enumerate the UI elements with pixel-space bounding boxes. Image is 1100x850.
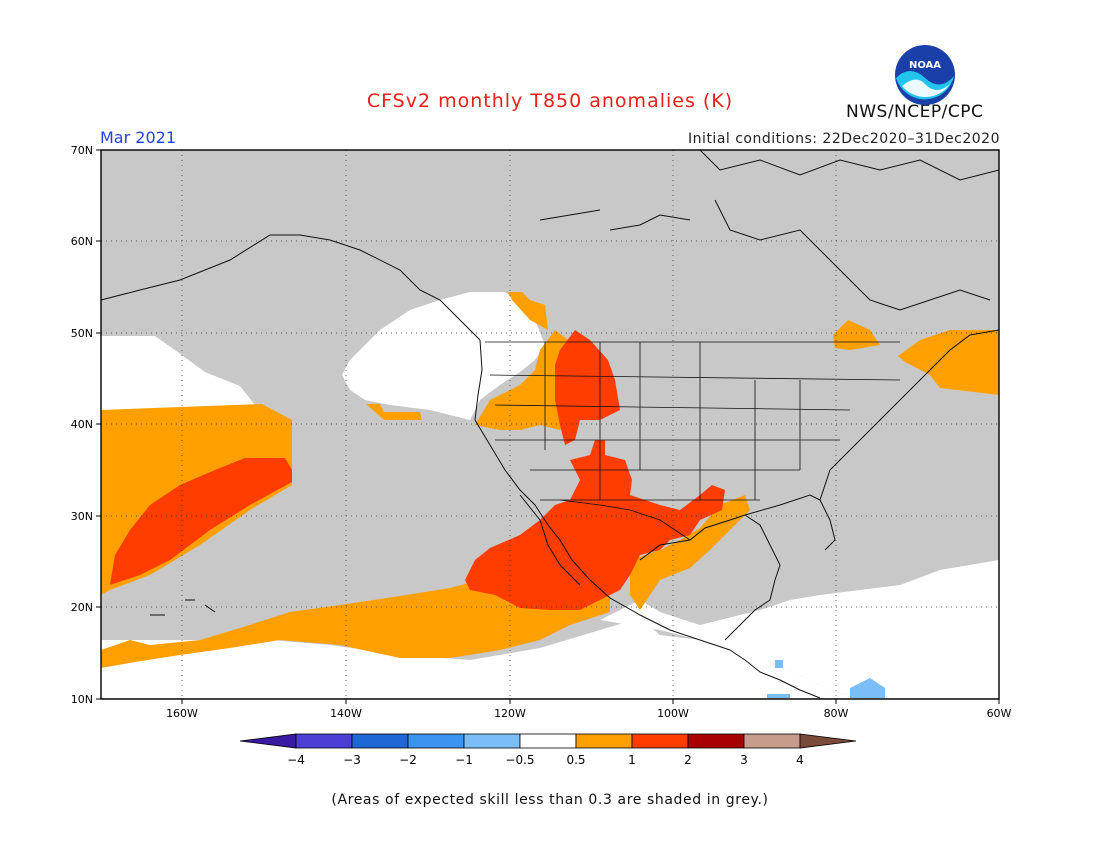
color-legend: −4 −3 −2 −1 −0.5 0.5 1 2 3 4	[239, 733, 857, 767]
legend-swatch	[463, 733, 521, 749]
legend-swatch	[407, 733, 465, 749]
map-title: CFSv2 monthly T850 anomalies (K)	[366, 90, 734, 112]
legend-swatches	[239, 733, 857, 749]
lon-label: 60W	[987, 707, 1012, 720]
legend-tick: −0.5	[505, 753, 534, 767]
tick-marks	[96, 149, 1000, 704]
lon-label: 100W	[657, 707, 689, 720]
legend-swatch	[295, 733, 353, 749]
legend-tick: 0.5	[566, 753, 585, 767]
lat-label: 50N	[71, 327, 93, 340]
lat-label: 30N	[71, 510, 93, 523]
anomaly-1-2	[110, 330, 725, 610]
agency-label: NWS/NCEP/CPC	[846, 102, 984, 122]
legend-tick: 4	[796, 753, 804, 767]
noaa-logo-icon: NOAA	[895, 45, 955, 105]
legend-swatch	[631, 733, 689, 749]
anomaly-neg-1-neg-0.5	[767, 660, 885, 698]
legend-swatch	[743, 733, 801, 749]
legend-tick-labels: −4 −3 −2 −1 −0.5 0.5 1 2 3 4	[287, 753, 804, 767]
lon-label: 140W	[330, 707, 362, 720]
longitude-labels: 160W 140W 120W 100W 80W 60W	[166, 707, 1011, 720]
latitude-labels: 70N 60N 50N 40N 30N 20N 10N	[71, 144, 93, 706]
forecast-period: Mar 2021	[100, 128, 176, 147]
lon-label: 120W	[494, 707, 526, 720]
lon-label: 160W	[166, 707, 198, 720]
skill-footnote: (Areas of expected skill less than 0.3 a…	[331, 792, 769, 808]
lon-label: 80W	[824, 707, 849, 720]
political-boundaries	[485, 341, 901, 541]
lat-label: 10N	[71, 693, 93, 706]
svg-text:NOAA: NOAA	[909, 60, 941, 71]
legend-arrow-low	[239, 733, 297, 749]
lat-label: 60N	[71, 235, 93, 248]
legend-tick: 2	[684, 753, 692, 767]
legend-tick: −3	[343, 753, 361, 767]
legend-swatch	[687, 733, 745, 749]
legend-arrow-high	[799, 733, 857, 749]
legend-tick: −4	[287, 753, 305, 767]
legend-tick: −2	[399, 753, 417, 767]
legend-swatch	[351, 733, 409, 749]
lat-label: 70N	[71, 144, 93, 157]
coastlines	[100, 149, 1000, 699]
legend-tick: 1	[628, 753, 636, 767]
lat-label: 40N	[71, 418, 93, 431]
initial-conditions: Initial conditions: 22Dec2020–31Dec2020	[688, 131, 1000, 147]
legend-swatch	[575, 733, 633, 749]
lat-label: 20N	[71, 601, 93, 614]
legend-tick: 3	[740, 753, 748, 767]
legend-tick: −1	[455, 753, 473, 767]
near-normal-regions	[101, 292, 999, 698]
legend-swatch	[519, 733, 577, 749]
